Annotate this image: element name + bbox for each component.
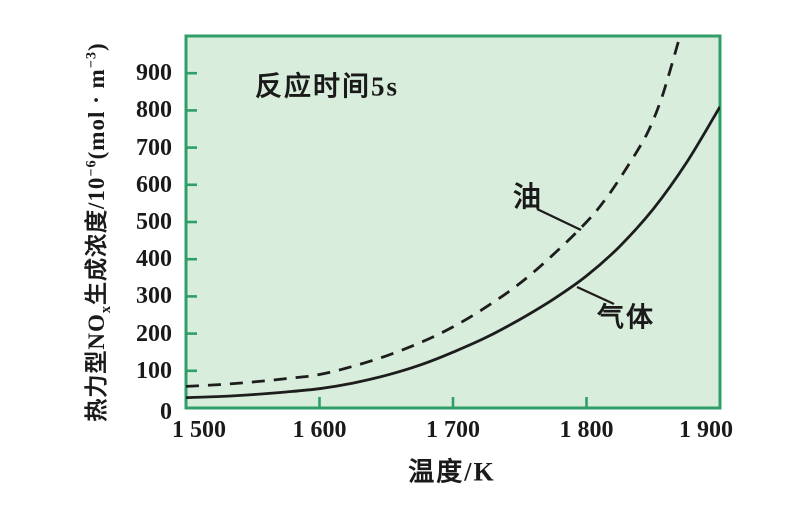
y-tick-label: 500 [136, 209, 172, 235]
curve-gas [186, 105, 720, 399]
y-tick-label: 700 [136, 134, 172, 161]
x-axis-title: 温度/K [408, 457, 496, 487]
y-axis-title-exponent-6: −6 [83, 159, 100, 177]
leader-line-oil [536, 207, 582, 232]
y-tick-label: 800 [136, 97, 172, 124]
y-axis-title-part4: ) [84, 42, 110, 52]
y-tick-label: 600 [136, 171, 172, 198]
y-tick-label: 300 [136, 283, 172, 310]
x-tick-label: 1 500 [172, 417, 226, 443]
leader-line-gas [576, 285, 615, 306]
y-tick-label: 100 [136, 357, 172, 384]
series-label-gas: 气体 [597, 302, 655, 333]
y-tick-label: 0 [160, 399, 172, 425]
x-tick-label: 1 900 [679, 417, 733, 443]
y-tick-label: 400 [136, 246, 172, 273]
x-tick-label: 1 600 [292, 417, 347, 443]
series-label-oil: 油 [512, 182, 542, 213]
x-tick-label: 1 800 [559, 417, 614, 443]
x-tick-label: 1 700 [426, 417, 480, 443]
curve-oil [186, 36, 682, 388]
annotation-reaction-time: 反应时间5s [254, 71, 400, 102]
y-axis-title-exponent-3: −3 [83, 51, 100, 69]
y-tick-label: 900 [136, 60, 172, 87]
y-tick-label: 200 [136, 320, 172, 347]
plot-frame [184, 34, 722, 410]
